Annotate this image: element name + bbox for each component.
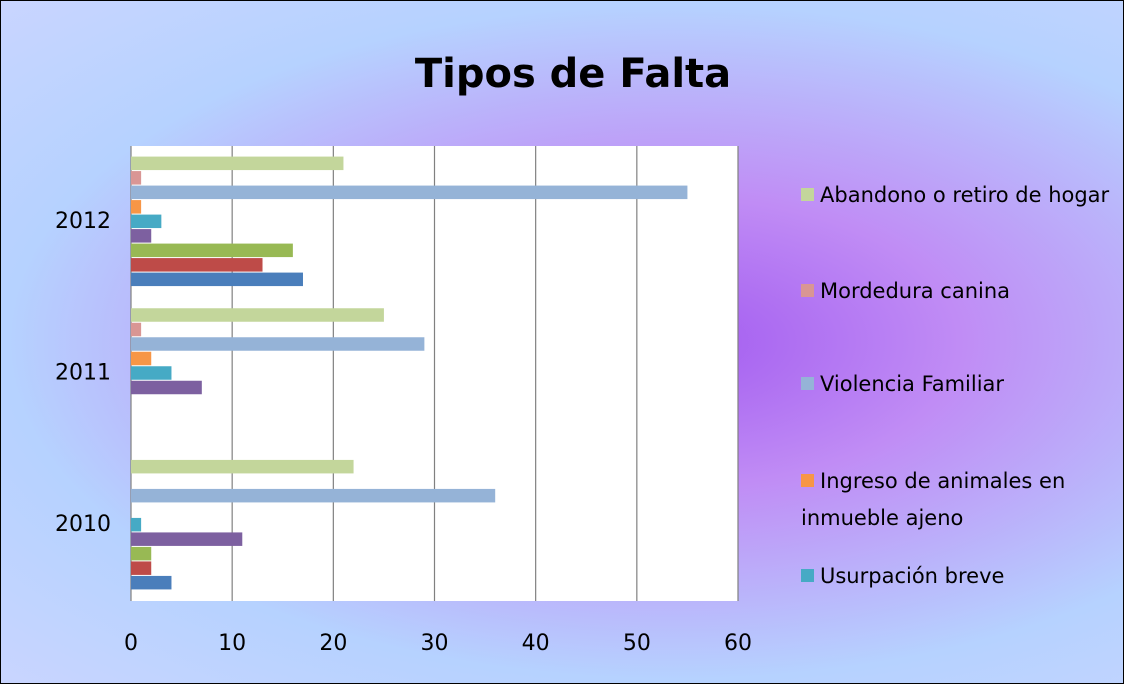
bar [131,575,172,590]
legend-label: Ingreso de animales en inmueble ajeno [801,469,1066,530]
y-tick-label: 2010 [55,512,111,537]
bar [131,156,344,171]
bar [131,258,263,272]
bar [131,488,496,503]
bar [131,561,152,575]
chart-title: Tipos de Falta [415,51,731,97]
legend-swatch [801,474,814,487]
legend-swatch [801,569,814,582]
bar [131,322,142,337]
bar [131,171,142,185]
x-tick-label: 0 [124,631,138,656]
legend-entry: Ingreso de animales en inmueble ajeno [801,463,1111,537]
bar [131,200,142,214]
legend-entry: Abandono o retiro de hogar [801,177,1111,214]
legend-label: Violencia Familiar [820,372,1005,396]
bar [131,351,152,366]
bar [131,308,384,322]
x-tick-label: 50 [623,631,651,656]
legend-label: Abandono o retiro de hogar [820,183,1110,207]
bar [131,380,202,395]
bar [131,517,142,532]
x-tick-label: 40 [522,631,550,656]
legend-swatch [801,284,814,297]
legend-swatch [801,188,814,201]
bar [131,272,303,287]
bar [131,366,172,380]
bar [131,459,354,474]
y-tick-label: 2012 [55,209,111,234]
bar [131,185,688,200]
bar [131,243,293,258]
legend-label: Mordedura canina [820,279,1011,303]
x-tick-label: 20 [319,631,347,656]
bar [131,214,162,229]
y-tick-label: 2011 [55,361,111,386]
bar [131,229,152,243]
bar [131,546,152,561]
x-tick-label: 30 [421,631,449,656]
legend-entry: Violencia Familiar [801,366,1111,403]
legend-swatch [801,377,814,390]
bar [131,532,243,546]
x-tick-label: 10 [218,631,246,656]
legend-entry: Usurpación breve [801,558,1111,595]
legend-entry: Mordedura canina [801,273,1111,310]
legend-label: Usurpación breve [820,564,1005,588]
bar [131,337,425,351]
x-tick-label: 60 [724,631,752,656]
